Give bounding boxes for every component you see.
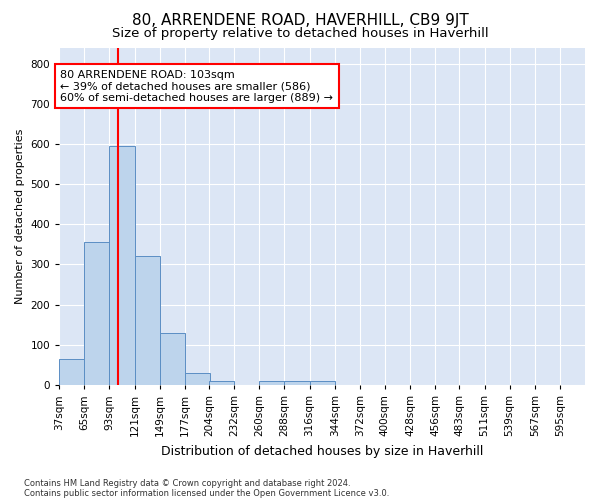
X-axis label: Distribution of detached houses by size in Haverhill: Distribution of detached houses by size …: [161, 444, 483, 458]
Bar: [185, 373, 210, 385]
Bar: [85, 242, 109, 385]
Bar: [259, 381, 284, 385]
Bar: [284, 381, 310, 385]
Text: 80, ARRENDENE ROAD, HAVERHILL, CB9 9JT: 80, ARRENDENE ROAD, HAVERHILL, CB9 9JT: [131, 12, 469, 28]
Text: Contains HM Land Registry data © Crown copyright and database right 2024.: Contains HM Land Registry data © Crown c…: [24, 478, 350, 488]
Bar: [109, 146, 134, 385]
Text: Contains public sector information licensed under the Open Government Licence v3: Contains public sector information licen…: [24, 488, 389, 498]
Text: Size of property relative to detached houses in Haverhill: Size of property relative to detached ho…: [112, 28, 488, 40]
Bar: [310, 381, 335, 385]
Bar: [160, 333, 185, 385]
Bar: [59, 359, 85, 385]
Text: 80 ARRENDENE ROAD: 103sqm
← 39% of detached houses are smaller (586)
60% of semi: 80 ARRENDENE ROAD: 103sqm ← 39% of detac…: [60, 70, 333, 103]
Bar: [134, 256, 160, 385]
Y-axis label: Number of detached properties: Number of detached properties: [15, 128, 25, 304]
Bar: [209, 381, 234, 385]
